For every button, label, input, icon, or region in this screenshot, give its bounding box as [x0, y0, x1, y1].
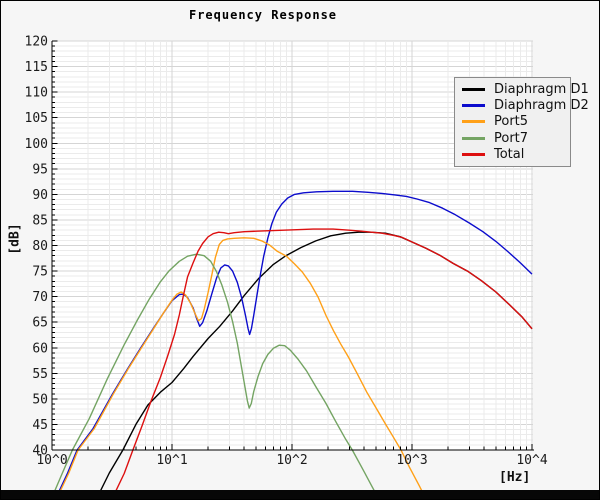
legend-line-swatch — [462, 120, 485, 124]
y-tick-label: 40 — [32, 444, 48, 459]
y-tick-label: 95 — [32, 162, 48, 177]
y-tick-label: 55 — [32, 367, 48, 382]
x-tick-label: 10^1 — [156, 453, 187, 468]
legend-line-swatch — [462, 87, 485, 91]
legend-item: Diaphragm D1 — [455, 82, 589, 97]
y-tick-label: 50 — [32, 392, 48, 407]
x-tick-label: 10^0 — [36, 453, 67, 468]
y-tick-label: 85 — [32, 213, 48, 228]
legend-line-swatch — [462, 136, 485, 140]
footer-bar — [1, 490, 599, 499]
x-tick-label: 10^3 — [396, 453, 427, 468]
y-axis-unit-label: [dB] — [7, 223, 23, 255]
legend-label: Diaphragm D2 — [494, 98, 589, 114]
legend-item: Port5 — [455, 114, 570, 129]
y-tick-label: 80 — [32, 239, 48, 254]
y-tick-label: 120 — [25, 35, 48, 50]
legend-item: Diaphragm D2 — [455, 98, 589, 113]
x-tick-label: 10^4 — [516, 453, 547, 468]
legend-item: Total — [455, 147, 570, 162]
legend-line-swatch — [462, 153, 485, 157]
legend-item: Port7 — [455, 131, 570, 146]
x-tick-label: 10^2 — [276, 453, 307, 468]
y-tick-label: 75 — [32, 265, 48, 280]
legend-label: Total — [494, 147, 525, 163]
legend: Diaphragm D1 Diaphragm D2 Port5 Port7 To… — [454, 77, 589, 167]
legend-label: Diaphragm D1 — [494, 81, 589, 97]
legend-line-swatch — [462, 104, 485, 108]
chart-title: Frequency Response — [188, 8, 338, 22]
y-tick-label: 100 — [25, 137, 48, 152]
y-tick-label: 70 — [32, 290, 48, 305]
y-tick-label: 90 — [32, 188, 48, 203]
y-tick-label: 65 — [32, 316, 48, 331]
y-tick-label: 110 — [25, 86, 48, 101]
y-tick-label: 115 — [25, 60, 48, 75]
legend-label: Port7 — [494, 130, 529, 146]
y-tick-label: 105 — [25, 111, 48, 126]
y-tick-label: 60 — [32, 341, 48, 356]
y-tick-label: 45 — [32, 418, 48, 433]
x-axis-unit-label: [Hz] — [499, 470, 531, 485]
legend-label: Port5 — [494, 114, 529, 130]
